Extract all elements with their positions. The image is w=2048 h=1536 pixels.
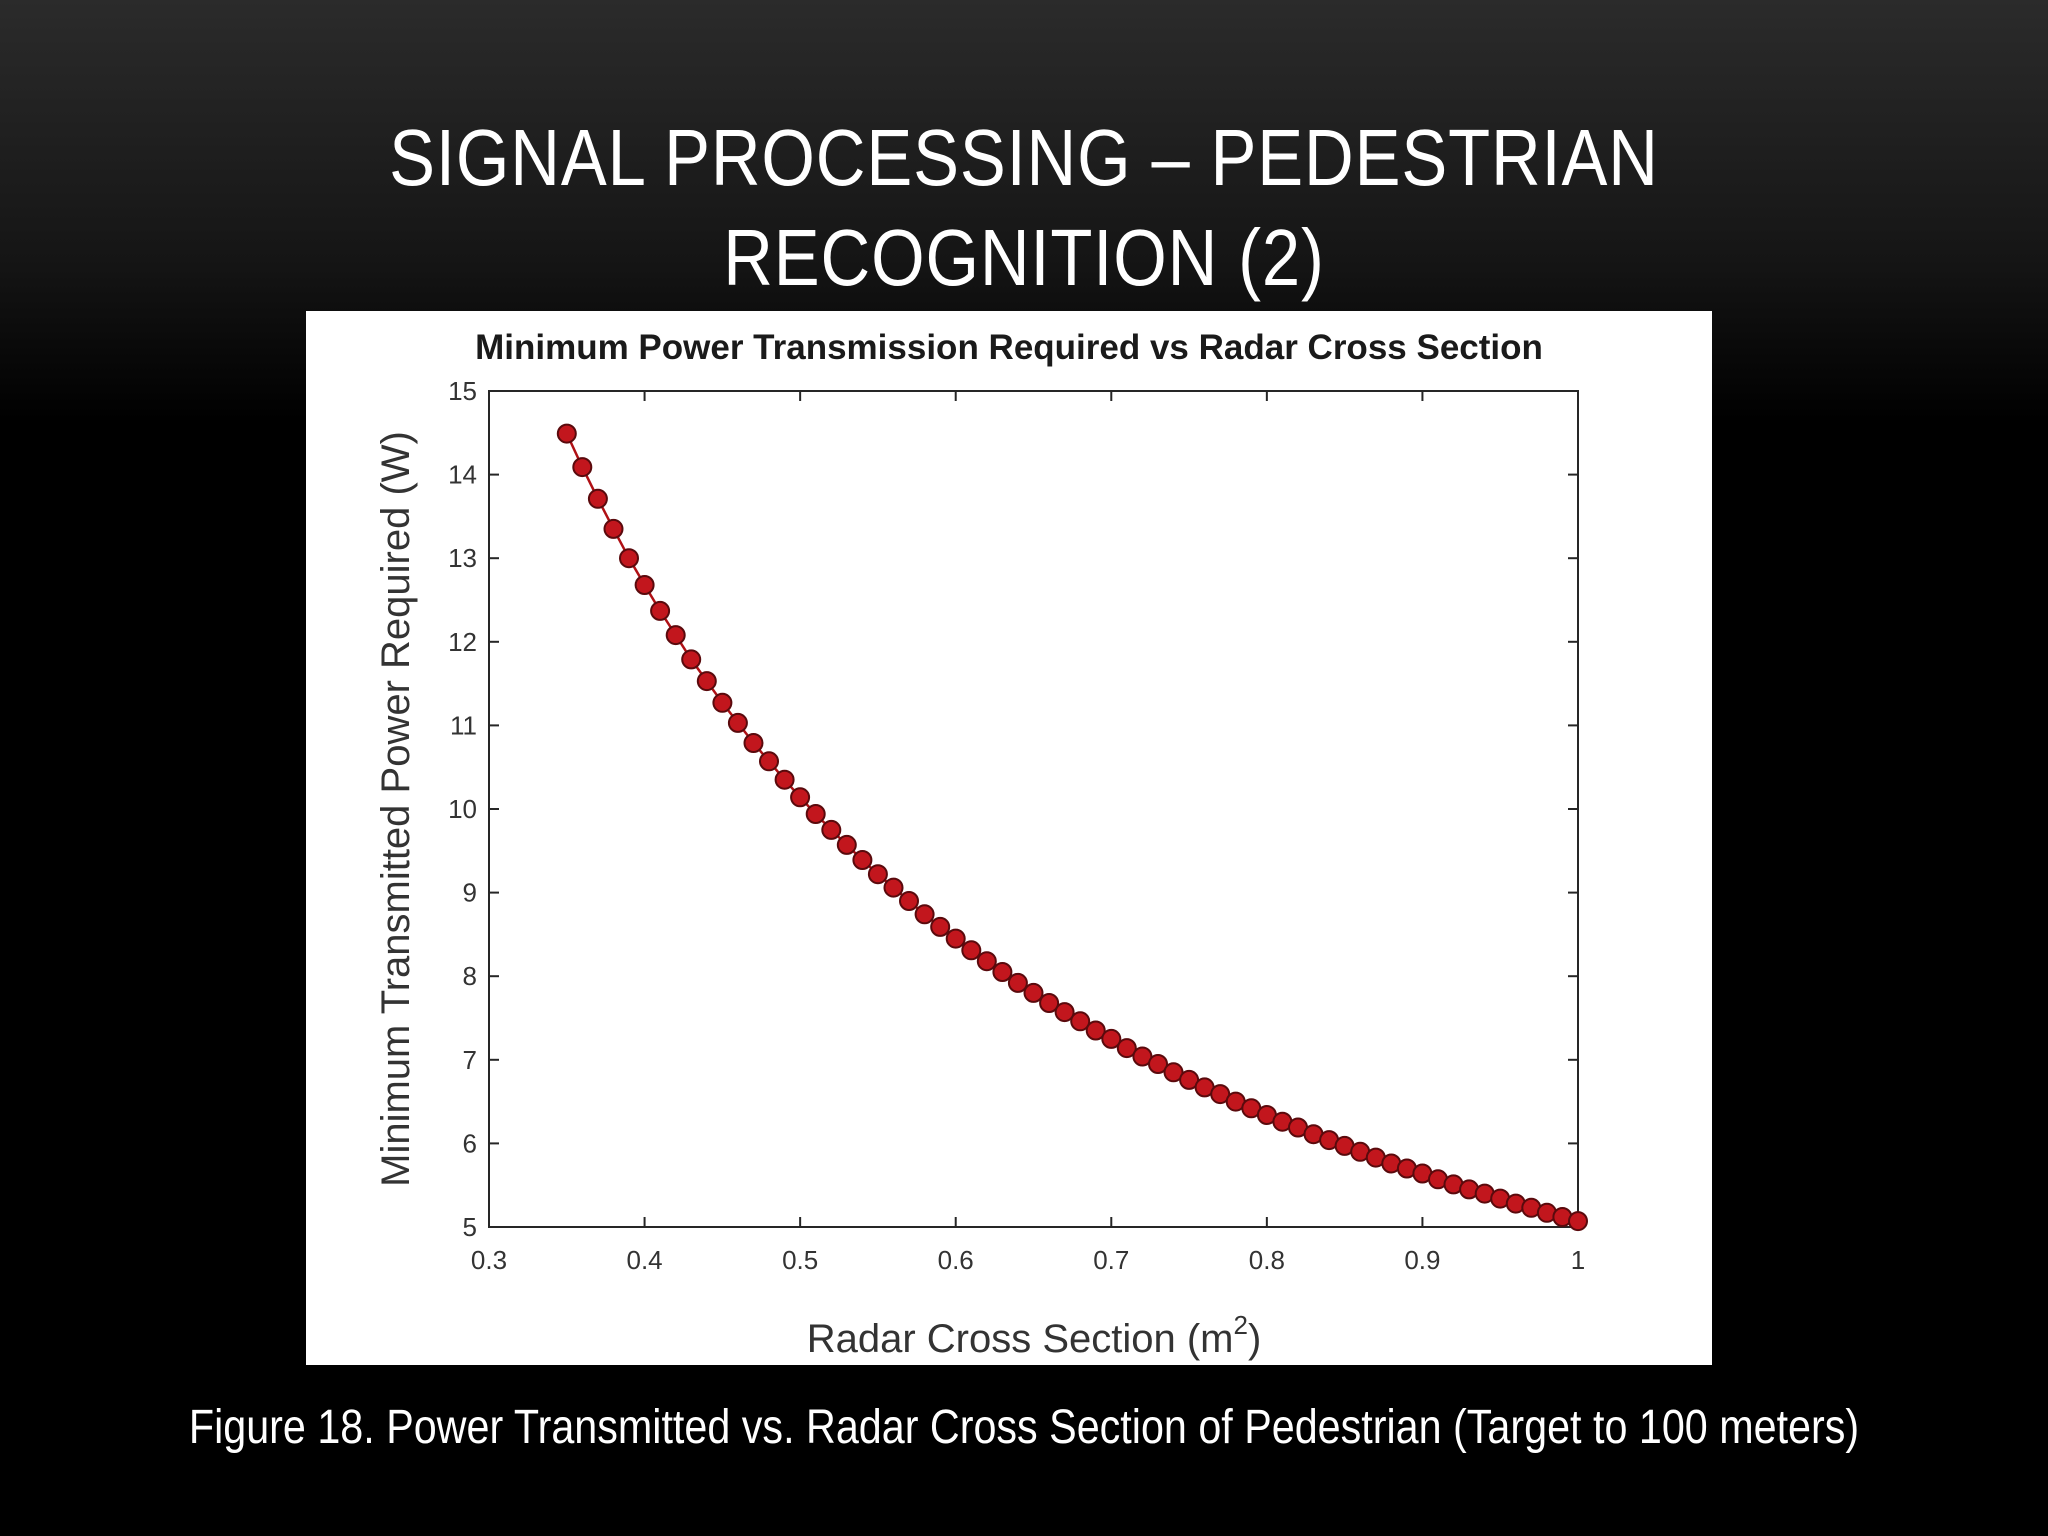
data-point (961, 940, 982, 961)
x-tick-label: 0.9 (1404, 1245, 1440, 1275)
plot-area-box (488, 390, 1579, 1228)
y-tick-label: 14 (448, 460, 477, 490)
y-tick-label: 6 (463, 1128, 477, 1158)
x-tick-label: 0.4 (626, 1245, 662, 1275)
y-tick-label: 7 (463, 1045, 477, 1075)
data-point (945, 928, 966, 949)
data-point (992, 962, 1013, 982)
data-point (727, 712, 748, 733)
data-point (572, 457, 593, 478)
power-vs-rcs-chart: Minimum Power Transmission Required vs R… (374, 328, 1588, 1361)
data-point (556, 423, 577, 444)
data-point (1023, 982, 1044, 1003)
data-point (899, 891, 919, 911)
data-point (1148, 1054, 1168, 1074)
slide-title-line-2: RECOGNITION (2) (723, 213, 1325, 302)
x-tick-label: 0.8 (1249, 1245, 1285, 1275)
data-point (603, 518, 624, 539)
x-axis-label-suffix: ) (1248, 1317, 1261, 1361)
data-point (867, 864, 888, 885)
data-point (1163, 1062, 1184, 1083)
chart-title: Minimum Power Transmission Required vs R… (475, 328, 1543, 367)
x-tick-label: 1 (1571, 1245, 1585, 1275)
data-point (790, 787, 811, 808)
data-point (821, 819, 842, 840)
y-tick-label: 9 (463, 878, 477, 908)
figure-caption: Figure 18. Power Transmitted vs. Radar C… (188, 1401, 1860, 1454)
data-point (712, 692, 733, 713)
data-point (696, 671, 717, 692)
data-point (774, 769, 795, 790)
series-layer (556, 423, 1588, 1232)
x-axis-label: Radar Cross Section (m2) (807, 1310, 1262, 1361)
slide-title-line-1: SIGNAL PROCESSING – PEDESTRIAN (389, 113, 1659, 202)
data-point (914, 904, 935, 925)
data-point (587, 488, 608, 509)
y-tick-label: 12 (448, 627, 477, 657)
slide-title: SIGNAL PROCESSING – PEDESTRIAN RECOGNITI… (143, 108, 1904, 308)
data-point (1116, 1038, 1137, 1059)
y-tick-label: 5 (463, 1212, 477, 1242)
data-point (1085, 1020, 1106, 1041)
data-point (805, 804, 826, 824)
y-tick-label: 10 (448, 794, 477, 824)
data-point (1568, 1211, 1588, 1232)
data-point (1070, 1011, 1091, 1032)
data-point (650, 600, 671, 621)
data-point (743, 733, 764, 753)
data-point (759, 751, 779, 772)
y-axis-label: Minimum Transmitted Power Required (W) (374, 431, 418, 1187)
x-axis-label-superscript: 2 (1234, 1310, 1248, 1340)
x-tick-label: 0.6 (938, 1245, 974, 1275)
data-point (1039, 993, 1060, 1013)
x-tick-label: 0.7 (1093, 1245, 1129, 1275)
data-point (665, 625, 686, 646)
data-point (1007, 972, 1028, 993)
data-point (883, 877, 904, 898)
y-tick-label: 13 (448, 543, 477, 573)
x-axis-label-text: Radar Cross Section (m (807, 1317, 1234, 1361)
data-point (681, 649, 702, 670)
data-point (619, 548, 639, 569)
data-point (852, 850, 873, 870)
data-point (634, 575, 655, 595)
data-point (976, 951, 997, 972)
figure-frame: Minimum Power Transmission Required vs R… (306, 311, 1712, 1365)
data-point (1101, 1028, 1122, 1049)
y-tick-label: 8 (463, 961, 477, 991)
x-tick-label: 0.3 (471, 1245, 507, 1275)
y-tick-label: 11 (450, 710, 477, 740)
data-point (1054, 1002, 1075, 1023)
data-point (930, 916, 951, 937)
y-tick-label: 15 (448, 376, 477, 406)
data-point (836, 834, 857, 855)
series-line (565, 433, 1579, 1223)
x-tick-label: 0.5 (782, 1245, 818, 1275)
